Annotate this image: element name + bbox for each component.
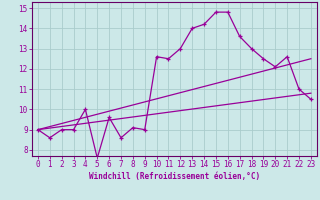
X-axis label: Windchill (Refroidissement éolien,°C): Windchill (Refroidissement éolien,°C): [89, 172, 260, 181]
